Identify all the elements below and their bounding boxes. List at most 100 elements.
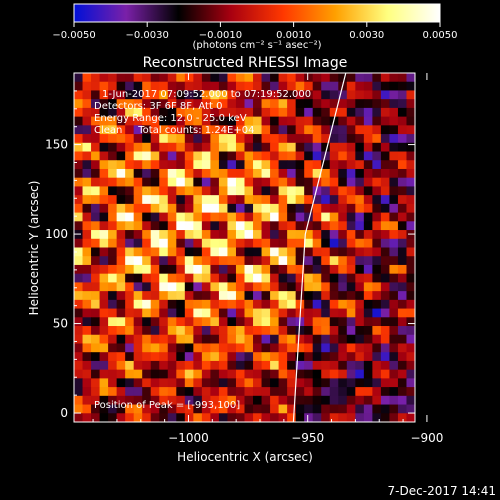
heatmap-cell bbox=[389, 73, 399, 83]
heatmap-cell bbox=[91, 273, 100, 283]
heatmap-cell bbox=[193, 343, 203, 353]
heatmap-cell bbox=[159, 299, 169, 309]
heatmap-cell bbox=[304, 264, 314, 275]
heatmap-cell bbox=[261, 395, 271, 405]
heatmap-cell bbox=[184, 99, 194, 109]
chart-title: Reconstructed RHESSI Image bbox=[143, 55, 348, 71]
heatmap-cell bbox=[312, 221, 322, 231]
heatmap-cell bbox=[355, 352, 365, 362]
heatmap-cell bbox=[244, 116, 254, 126]
heatmap-cell bbox=[338, 203, 348, 214]
peak-position-label: Position of Peak = [-993,100] bbox=[94, 400, 240, 411]
heatmap-cell bbox=[167, 186, 177, 196]
heatmap-cell bbox=[278, 264, 288, 275]
heatmap-cell bbox=[389, 142, 399, 152]
heatmap-cell bbox=[389, 125, 399, 135]
heatmap-cell bbox=[227, 116, 237, 126]
heatmap-cell bbox=[372, 326, 382, 336]
heatmap-cell bbox=[150, 264, 160, 275]
heatmap-cell bbox=[261, 186, 271, 196]
heatmap-cell bbox=[261, 142, 271, 152]
heatmap-cell bbox=[99, 256, 109, 266]
heatmap-cell bbox=[406, 360, 415, 371]
heatmap-cell bbox=[193, 90, 203, 100]
colorbar-tick-label: −0.0010 bbox=[199, 30, 242, 41]
heatmap-cell bbox=[218, 168, 228, 179]
y-tick-label: 0 bbox=[60, 406, 68, 420]
heatmap-cell bbox=[176, 273, 186, 283]
heatmap-cell bbox=[389, 151, 399, 161]
heatmap-cell bbox=[184, 186, 194, 196]
heatmap-cell bbox=[159, 308, 169, 318]
heatmap-cell bbox=[304, 352, 314, 362]
heatmap-cell bbox=[312, 90, 322, 100]
heatmap-cell bbox=[108, 81, 118, 91]
heatmap-cell bbox=[82, 264, 92, 275]
heatmap-cell bbox=[184, 291, 194, 301]
heatmap-cell bbox=[389, 387, 399, 397]
heatmap-cell bbox=[338, 343, 348, 353]
heatmap-cell bbox=[99, 221, 109, 231]
heatmap-cell bbox=[108, 334, 118, 344]
heatmap-cell bbox=[397, 186, 407, 196]
heatmap-cell bbox=[244, 326, 254, 336]
heatmap-cell bbox=[380, 299, 390, 309]
heatmap-cell bbox=[159, 99, 169, 109]
heatmap-cell bbox=[210, 404, 220, 414]
heatmap-cell bbox=[125, 369, 135, 379]
heatmap-cell bbox=[287, 73, 297, 83]
heatmap-cell bbox=[159, 186, 169, 196]
heatmap-cell bbox=[244, 142, 254, 152]
heatmap-cell bbox=[133, 282, 143, 292]
heatmap-cell bbox=[125, 134, 135, 144]
heatmap-cell bbox=[167, 238, 177, 248]
heatmap-cell bbox=[253, 107, 262, 118]
heatmap-cell bbox=[176, 395, 186, 405]
heatmap-cell bbox=[389, 230, 399, 240]
heatmap-cell bbox=[397, 125, 407, 135]
heatmap-cell bbox=[91, 360, 100, 371]
heatmap-cell bbox=[99, 73, 109, 83]
heatmap-cell bbox=[312, 395, 322, 405]
heatmap-cell bbox=[210, 168, 220, 179]
heatmap-cell bbox=[244, 195, 254, 205]
heatmap-cell bbox=[389, 291, 399, 301]
heatmap-cell bbox=[91, 395, 100, 405]
heatmap-cell bbox=[150, 343, 160, 353]
heatmap-cell bbox=[99, 81, 109, 91]
heatmap-cell bbox=[125, 299, 135, 309]
heatmap-cell bbox=[406, 317, 415, 327]
heatmap-cell bbox=[304, 212, 314, 222]
heatmap-cell bbox=[210, 334, 220, 344]
heatmap-cell bbox=[270, 195, 280, 205]
heatmap-cell bbox=[380, 326, 390, 336]
heatmap-cell bbox=[91, 186, 100, 196]
heatmap-cell bbox=[321, 73, 331, 83]
heatmap-cell bbox=[193, 107, 203, 118]
heatmap-cell bbox=[176, 238, 186, 248]
heatmap-cell bbox=[167, 360, 177, 371]
heatmap-cell bbox=[91, 369, 100, 379]
heatmap-cell bbox=[406, 186, 415, 196]
heatmap-cell bbox=[253, 168, 262, 179]
heatmap-cell bbox=[304, 203, 314, 214]
heatmap-cell bbox=[304, 221, 314, 231]
heatmap-cell bbox=[363, 343, 373, 353]
heatmap-cell bbox=[372, 413, 382, 422]
heatmap-cell bbox=[389, 81, 399, 91]
heatmap-cell bbox=[346, 247, 356, 257]
heatmap-cell bbox=[201, 81, 211, 91]
heatmap-cell bbox=[287, 247, 297, 257]
heatmap-cell bbox=[176, 326, 186, 336]
heatmap-cell bbox=[159, 212, 169, 222]
heatmap-cell bbox=[210, 99, 220, 109]
heatmap-cell bbox=[176, 282, 186, 292]
heatmap-cell bbox=[235, 160, 245, 170]
heatmap-cell bbox=[227, 247, 237, 257]
heatmap-cell bbox=[406, 378, 415, 388]
heatmap-cell bbox=[270, 125, 280, 135]
heatmap-cell bbox=[244, 160, 254, 170]
heatmap-cell bbox=[74, 142, 83, 152]
heatmap-cell bbox=[287, 299, 297, 309]
heatmap-cell bbox=[287, 125, 297, 135]
